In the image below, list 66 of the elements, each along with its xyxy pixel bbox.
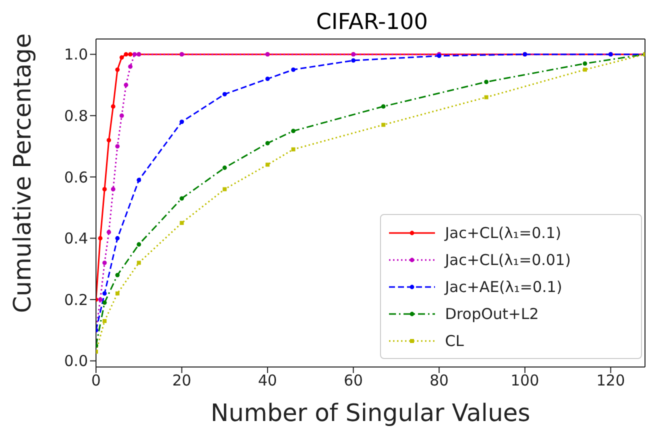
- point: [381, 122, 386, 127]
- point: [180, 196, 184, 201]
- point: [266, 162, 270, 167]
- x-axis-title: Number of Singular Values: [210, 399, 530, 427]
- legend-label: Jac+CL(λ₁=0.1): [445, 224, 562, 242]
- point: [115, 67, 120, 72]
- point: [222, 187, 227, 192]
- point: [222, 92, 227, 96]
- y-tick-label: 1.0: [64, 46, 88, 64]
- point: [136, 242, 142, 247]
- point: [484, 95, 488, 100]
- x-tick-label: 0: [91, 372, 101, 390]
- point: [115, 144, 120, 148]
- point: [128, 52, 133, 57]
- legend-label: DropOut+L2: [445, 304, 539, 322]
- point: [136, 178, 142, 182]
- x-tick-label: 100: [510, 372, 540, 390]
- x-tick-label: 120: [596, 372, 626, 390]
- point: [120, 113, 124, 118]
- point: [106, 230, 112, 234]
- point: [110, 187, 116, 192]
- point: [222, 166, 227, 170]
- y-axis-title: Cumulative Percentage: [8, 33, 37, 313]
- point: [582, 68, 587, 72]
- point: [106, 138, 112, 142]
- point: [136, 260, 141, 265]
- point: [102, 319, 107, 324]
- point: [98, 297, 102, 302]
- point: [180, 220, 184, 225]
- point: [115, 291, 120, 296]
- point: [291, 67, 296, 72]
- point: [124, 52, 128, 57]
- legend-label: CL: [445, 332, 464, 350]
- y-tick-label: 0.8: [64, 106, 88, 125]
- y-tick-label: 0.4: [64, 230, 88, 248]
- point: [115, 272, 120, 278]
- point: [582, 61, 588, 66]
- point: [102, 187, 107, 192]
- point: [180, 120, 184, 124]
- point: [484, 80, 489, 84]
- point: [102, 291, 107, 296]
- chart-title: CIFAR-100: [315, 10, 429, 35]
- point: [132, 52, 137, 57]
- point: [351, 58, 356, 63]
- point: [115, 236, 120, 240]
- point: [124, 82, 128, 88]
- point: [102, 260, 107, 265]
- point: [120, 55, 124, 60]
- x-tick-label: 60: [344, 372, 363, 390]
- legend-label: Jac+AE(λ₁=0.1): [445, 278, 562, 296]
- point: [128, 64, 133, 69]
- y-tick-label: 0.6: [64, 168, 88, 186]
- point: [265, 141, 270, 146]
- x-tick-label: 20: [172, 372, 192, 390]
- point: [265, 76, 270, 82]
- legend-label: Jac+CL(λ₁=0.01): [445, 250, 571, 268]
- y-tick-label: 0.2: [64, 290, 88, 309]
- x-tick-label: 80: [430, 372, 449, 390]
- point: [291, 147, 296, 152]
- y-tick-label: 0.0: [64, 352, 88, 370]
- point: [98, 236, 102, 240]
- point: [291, 128, 296, 134]
- x-tick-label: 40: [258, 372, 278, 390]
- point: [110, 104, 116, 109]
- point: [381, 104, 386, 109]
- point: [102, 300, 107, 305]
